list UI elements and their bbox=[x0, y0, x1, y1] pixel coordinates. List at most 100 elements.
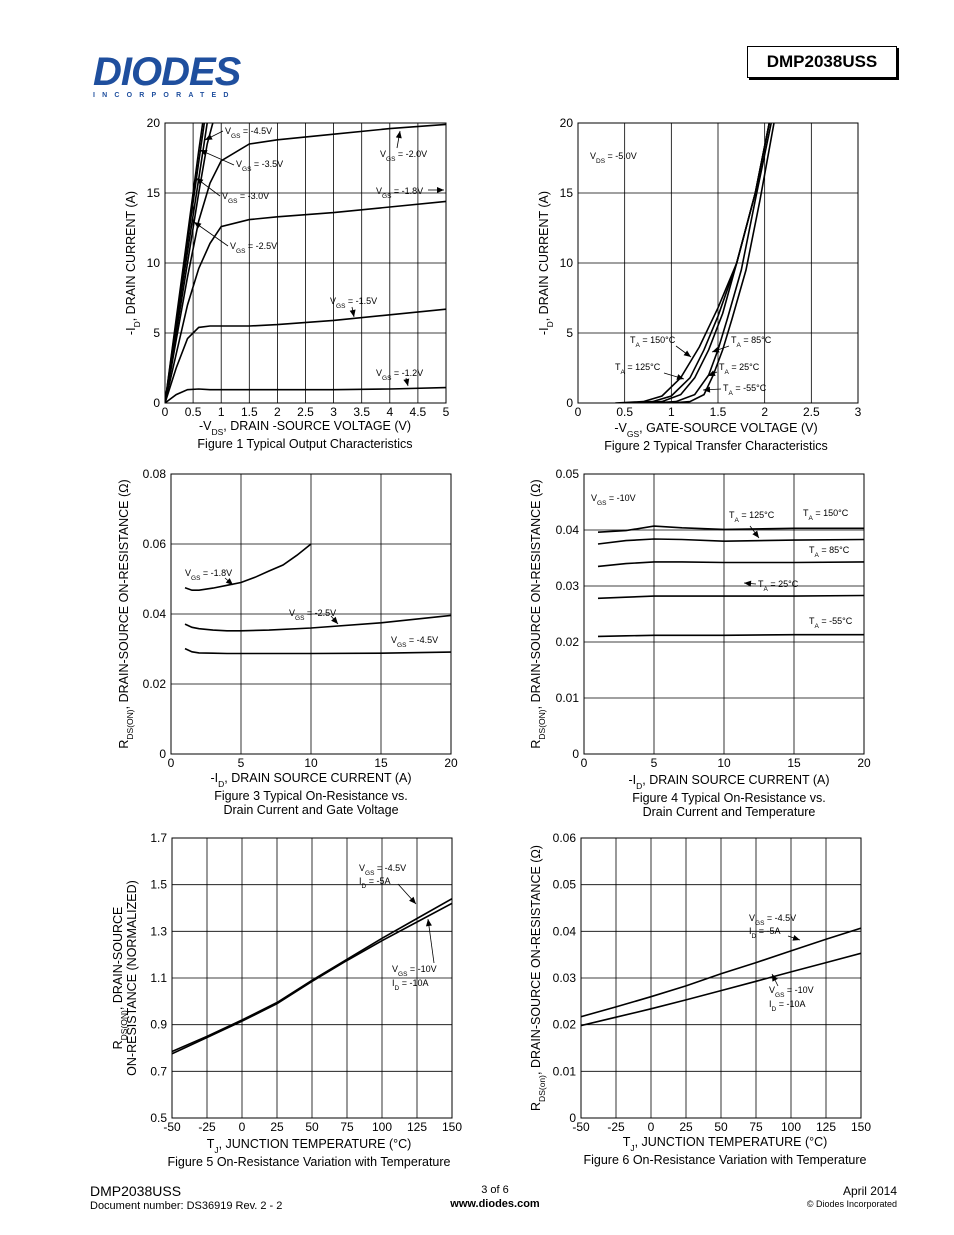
arrow-head bbox=[225, 578, 233, 585]
x-tick-label: -25 bbox=[198, 1120, 216, 1134]
series-line bbox=[597, 594, 864, 600]
curve-label: VGS = -4.5V bbox=[391, 635, 438, 649]
curve-label: TA = -55°C bbox=[723, 383, 767, 397]
y-axis-label: RDS(on), DRAIN-SOURCE ON-RESISTANCE (Ω) bbox=[529, 845, 547, 1111]
curve-label: VGS = -1.8V bbox=[376, 186, 423, 200]
arrow-head bbox=[200, 150, 208, 156]
curve-label: TA = 85°C bbox=[809, 545, 850, 559]
y-tick-label: 10 bbox=[147, 256, 161, 270]
x-tick-label: 50 bbox=[714, 1120, 728, 1134]
x-tick-label: 125 bbox=[407, 1120, 427, 1134]
y-tick-label: 20 bbox=[147, 116, 161, 130]
x-tick-label: 10 bbox=[304, 756, 318, 770]
y-axis-label-text: -ID, DRAIN CURRENT (A) bbox=[537, 191, 555, 335]
figure-1-output-characteristics: 0 0.5 1 1.5 2 2.5 3 3.5 4 4.5 5 0 5 10 15 20 -VDS, DRAIN… bbox=[124, 116, 450, 451]
arrow-head bbox=[425, 919, 432, 927]
curve-label: VGS = -4.5V bbox=[359, 863, 406, 877]
y-tick-label: 0.06 bbox=[553, 831, 577, 845]
arrow-head bbox=[349, 309, 356, 317]
curve-label: VGS = -10V bbox=[769, 985, 814, 999]
x-tick-label: 25 bbox=[679, 1120, 693, 1134]
x-axis-label: -VGS, GATE-SOURCE VOLTAGE (V) bbox=[614, 421, 817, 439]
footer-doc-number: Document number: DS36919 Rev. 2 - 2 bbox=[90, 1200, 283, 1212]
figure-6-resistance-vs-temp: -50 -25 0 25 50 75 100 125 150 0 0.01 0.02 0.03 0.04 0… bbox=[529, 831, 871, 1167]
curve-label: VGS = -1.5V bbox=[330, 296, 377, 310]
series-line bbox=[165, 386, 446, 403]
y-tick-label: 1.7 bbox=[150, 831, 167, 845]
footer-website[interactable]: www.diodes.com bbox=[450, 1198, 540, 1210]
series-line bbox=[165, 308, 446, 403]
y-axis-label: RDS(ON), DRAIN-SOURCE ON-RESISTANCE (NORM… bbox=[111, 880, 139, 1076]
x-tick-label: 0 bbox=[239, 1120, 246, 1134]
series-line bbox=[165, 200, 446, 403]
footer-copyright: © Diodes Incorporated bbox=[806, 1199, 897, 1209]
y-tick-label: 0.7 bbox=[150, 1064, 167, 1078]
series-line bbox=[597, 538, 864, 545]
curve-label: VGS = -2.0V bbox=[380, 149, 427, 163]
y-tick-label: 0.08 bbox=[143, 467, 167, 481]
y-tick-label: 0.05 bbox=[556, 467, 580, 481]
y-axis-label: RDS(ON), DRAIN-SOURCE ON-RESISTANCE (Ω) bbox=[529, 479, 547, 748]
figure-caption: Figure 1 Typical Output Characteristics bbox=[197, 437, 412, 451]
curve-label: TA = 150°C bbox=[803, 508, 849, 522]
y-axis-label-line2: ON-RESISTANCE (NORMALIZED) bbox=[125, 880, 139, 1076]
arrow-head bbox=[409, 896, 416, 904]
curve-label: TA = -55°C bbox=[809, 616, 853, 630]
x-tick-label: 5 bbox=[651, 756, 658, 770]
y-axis-label: -ID, DRAIN CURRENT (A) bbox=[124, 191, 142, 335]
arrow-head bbox=[712, 346, 720, 353]
arrow-head bbox=[331, 616, 338, 624]
curve-label: TA = 85°C bbox=[731, 335, 772, 349]
figure-caption: Figure 4 Typical On-Resistance vs. bbox=[632, 791, 826, 805]
x-tick-label: 2.5 bbox=[803, 405, 820, 419]
series-line bbox=[172, 902, 452, 1055]
x-tick-label: 150 bbox=[851, 1120, 871, 1134]
footer-page: 3 of 6 bbox=[481, 1184, 509, 1196]
arrow-head bbox=[752, 530, 759, 538]
series-line bbox=[671, 123, 775, 403]
figure-caption: Figure 3 Typical On-Resistance vs. bbox=[214, 789, 408, 803]
x-tick-label: 1 bbox=[218, 405, 225, 419]
curve-label: ID = -10A bbox=[769, 999, 806, 1013]
curve-label: TA = 125°C bbox=[615, 362, 661, 376]
y-axis-label: RDS(ON), DRAIN-SOURCE ON-RESISTANCE (Ω) bbox=[117, 479, 135, 748]
y-tick-label: 0.03 bbox=[556, 579, 580, 593]
y-tick-label: 0.05 bbox=[553, 878, 577, 892]
x-tick-label: 2 bbox=[274, 405, 281, 419]
plot-frame bbox=[164, 122, 447, 404]
series-line bbox=[581, 927, 861, 1018]
y-tick-label: 0.06 bbox=[143, 537, 167, 551]
y-tick-label: 15 bbox=[560, 186, 574, 200]
arrow-head bbox=[196, 178, 204, 185]
y-tick-label: 20 bbox=[560, 116, 574, 130]
arrow-head bbox=[205, 134, 213, 140]
arrow-head bbox=[708, 370, 716, 376]
arrow-head bbox=[772, 974, 778, 982]
curve-label: TA = 25°C bbox=[719, 362, 760, 376]
y-axis-label-text: RDS(ON), DRAIN-SOURCE ON-RESISTANCE (Ω) bbox=[529, 479, 547, 748]
footer-part-number: DMP2038USS bbox=[90, 1183, 182, 1199]
y-tick-label: 0.04 bbox=[556, 523, 580, 537]
arrow-head bbox=[194, 222, 202, 229]
y-tick-label: 0 bbox=[569, 1111, 576, 1125]
curve-label: ID = -10A bbox=[392, 978, 429, 992]
x-tick-label: 25 bbox=[270, 1120, 284, 1134]
x-tick-label: 2.5 bbox=[297, 405, 314, 419]
series-line bbox=[633, 123, 771, 403]
x-tick-label: 10 bbox=[717, 756, 731, 770]
y-tick-label: 10 bbox=[560, 256, 574, 270]
arrow-head bbox=[676, 374, 684, 380]
curve-label: VGS = -3.5V bbox=[236, 159, 283, 173]
y-tick-label: 0 bbox=[572, 747, 579, 761]
x-tick-label: 125 bbox=[816, 1120, 836, 1134]
y-axis-label: -ID, DRAIN CURRENT (A) bbox=[537, 191, 555, 335]
y-tick-label: 0.02 bbox=[556, 635, 580, 649]
curve-label: TA = 125°C bbox=[729, 510, 775, 524]
arrow-head bbox=[403, 378, 410, 386]
x-tick-label: 100 bbox=[372, 1120, 392, 1134]
arrow-head bbox=[437, 187, 444, 193]
curve-label: VGS = -2.5V bbox=[230, 241, 277, 255]
y-tick-label: 1.1 bbox=[150, 971, 167, 985]
y-tick-label: 1.3 bbox=[150, 924, 167, 938]
x-axis-label: TJ, JUNCTION TEMPERATURE (°C) bbox=[623, 1135, 828, 1153]
